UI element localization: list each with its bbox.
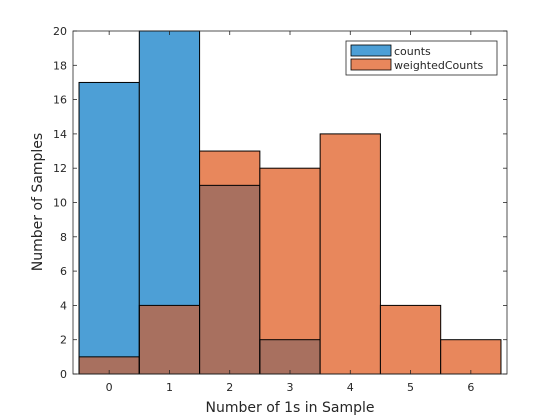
x-tick-label: 1 [166,381,173,394]
x-tick-label: 0 [106,381,113,394]
x-axis-label: Number of 1s in Sample [206,400,375,416]
y-tick-label: 10 [53,197,67,210]
bar-weightedCounts-3 [259,168,321,340]
x-tick-label: 2 [226,381,233,394]
bar-weightedCounts-4 [320,133,381,374]
x-tick-label: 6 [467,381,474,394]
bar-overlap-1 [139,305,200,374]
y-tick-label: 2 [60,334,67,347]
x-tick-label: 3 [287,381,294,394]
legend-swatch-counts [350,44,392,57]
legend-swatch-weightedCounts [350,58,392,71]
y-tick-label: 4 [60,299,67,312]
bar-weightedCounts-2 [199,151,260,186]
x-tick-label: 5 [407,381,414,394]
y-tick-label: 6 [60,265,67,278]
bar-overlap-0 [79,356,140,374]
bar-counts-1 [139,31,200,306]
bars-layer [78,30,502,375]
legend-label-weightedCounts: weightedCounts [394,59,484,72]
bar-overlap-2 [199,185,260,374]
y-tick-label: 14 [53,128,67,141]
bar-weightedCounts-6 [440,339,501,374]
bar-overlap-3 [259,339,321,374]
y-tick-label: 18 [53,59,67,72]
bar-counts-0 [79,82,140,357]
bar-weightedCounts-5 [380,305,441,374]
y-axis-label: Number of Samples [30,133,46,271]
y-tick-label: 20 [53,25,67,38]
y-tick-label: 16 [53,94,67,107]
y-tick-label: 12 [53,162,67,175]
x-tick-label: 4 [347,381,354,394]
y-tick-label: 0 [60,368,67,381]
y-tick-label: 8 [60,231,67,244]
legend-label-counts: counts [394,45,431,58]
